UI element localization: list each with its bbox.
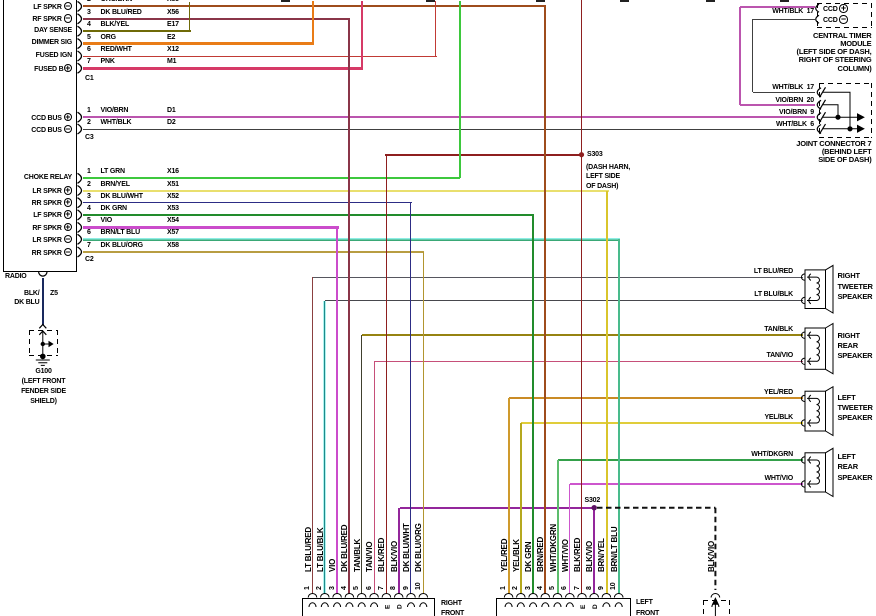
svg-text:E: E: [580, 604, 587, 609]
svg-text:D: D: [592, 604, 599, 609]
svg-text:D: D: [397, 604, 404, 609]
svg-text:E: E: [384, 604, 391, 609]
